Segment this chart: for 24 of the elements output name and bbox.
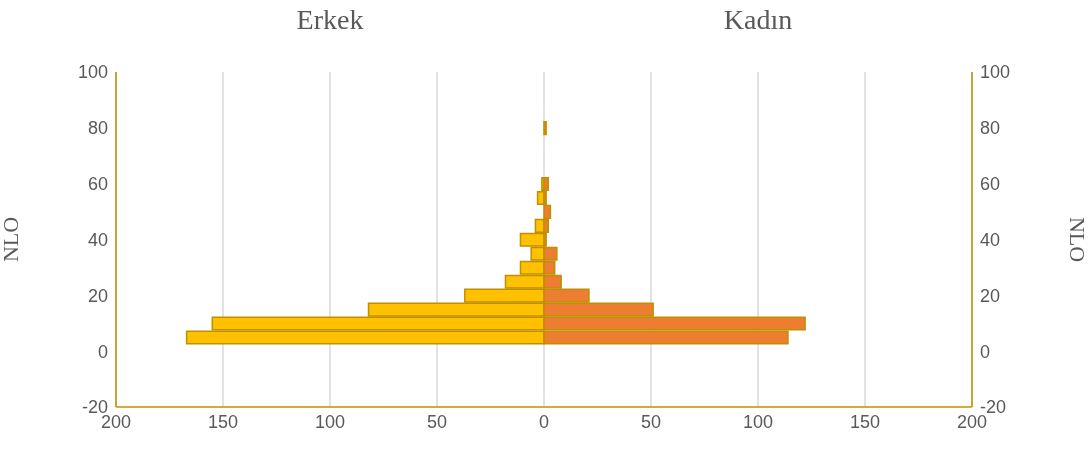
x-tick-label: 0 bbox=[538, 411, 550, 432]
y-tick-label: 0 bbox=[97, 341, 108, 362]
y-tick-label: 60 bbox=[87, 174, 108, 195]
y2-tick-label: 100 bbox=[980, 62, 1011, 83]
y-tick-label: 40 bbox=[87, 229, 108, 250]
x-tick-label: 50 bbox=[426, 411, 448, 432]
y2-tick-label: 40 bbox=[980, 229, 1001, 250]
y2-axis-title: NLO bbox=[1065, 216, 1088, 263]
bar bbox=[543, 121, 547, 136]
y2-tick-label: 0 bbox=[980, 341, 991, 362]
x-tick-label: 50 bbox=[640, 411, 662, 432]
y-tick-label: 20 bbox=[87, 285, 108, 306]
y-tick-label: 80 bbox=[87, 118, 108, 139]
x-tick-label: 100 bbox=[742, 411, 774, 432]
x-tick-label: 100 bbox=[314, 411, 346, 432]
x-tick-label: 150 bbox=[207, 411, 239, 432]
text: Erkek bbox=[295, 4, 365, 36]
y2-tick-label: 80 bbox=[980, 118, 1001, 139]
x-tick-label: 150 bbox=[849, 411, 881, 432]
y-tick-label: 100 bbox=[77, 62, 108, 83]
y-axis-title: NLO bbox=[0, 216, 23, 263]
y2-tick-label: 20 bbox=[980, 285, 1001, 306]
y2-tick-label: 60 bbox=[980, 174, 1001, 195]
text: Kadın bbox=[722, 4, 794, 36]
